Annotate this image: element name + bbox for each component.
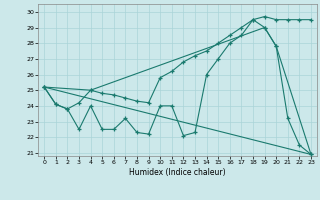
X-axis label: Humidex (Indice chaleur): Humidex (Indice chaleur) [129,168,226,177]
